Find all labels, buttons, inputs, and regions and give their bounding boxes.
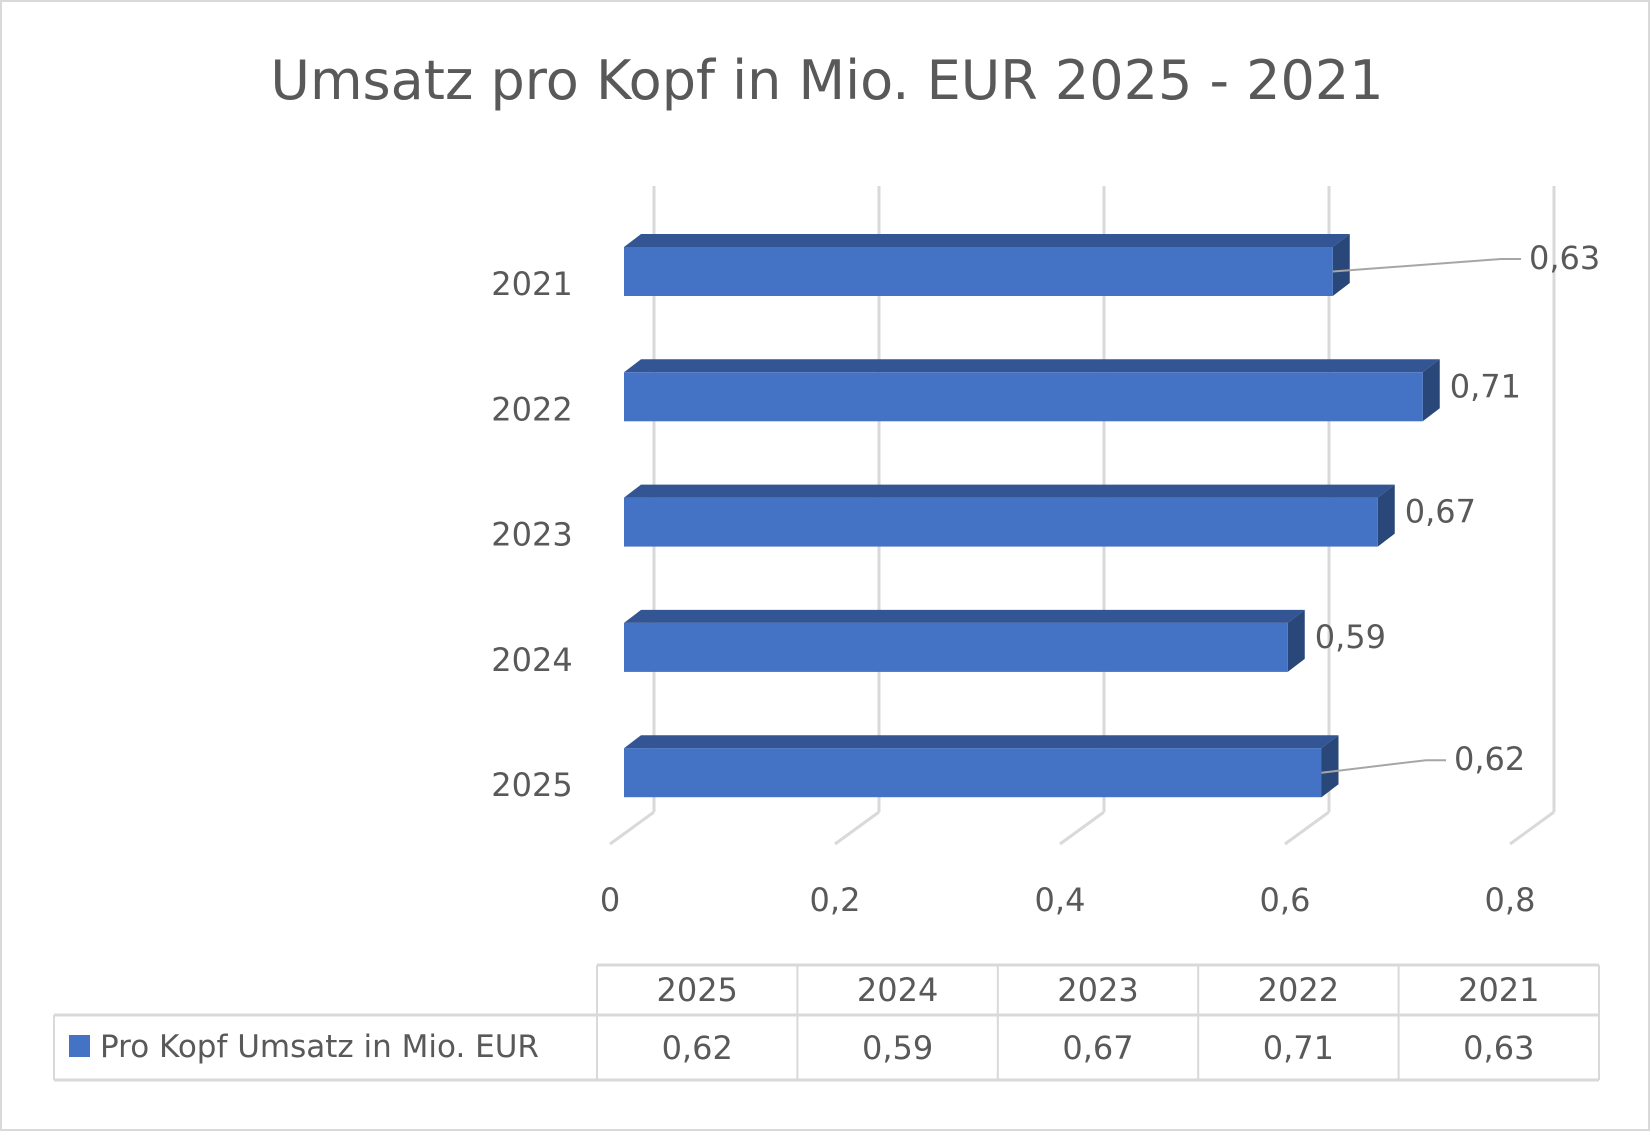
x-tick-label: 0,8 <box>1485 881 1536 919</box>
bar <box>624 622 1288 672</box>
bar-side-face <box>1287 609 1305 672</box>
data-label: 0,63 <box>1529 239 1600 277</box>
bar-top-face <box>624 359 1440 373</box>
table-value-cell: 0,71 <box>1263 1029 1334 1067</box>
x-tick-label: 0 <box>600 881 620 919</box>
table-header-cell: 2024 <box>857 971 938 1009</box>
table-header-cell: 2021 <box>1458 971 1539 1009</box>
table-row-label: Pro Kopf Umsatz in Mio. EUR <box>100 1029 539 1065</box>
table-value-cell: 0,67 <box>1062 1029 1133 1067</box>
bar-top-face <box>624 609 1305 623</box>
bar-top-face <box>624 735 1339 749</box>
data-label: 0,59 <box>1315 618 1386 656</box>
legend-key-icon <box>69 1035 90 1057</box>
bar-side-face <box>1422 359 1440 422</box>
y-category-label: 2021 <box>491 265 572 303</box>
x-tick-label: 0,4 <box>1035 881 1086 919</box>
y-category-label: 2025 <box>491 766 572 804</box>
table-value-cell: 0,63 <box>1463 1029 1534 1067</box>
bar-side-face <box>1321 735 1339 798</box>
y-category-label: 2023 <box>491 516 572 554</box>
bar <box>624 497 1378 547</box>
gridline-floor <box>834 810 880 846</box>
bar-side-face <box>1377 484 1395 547</box>
bar <box>624 247 1333 296</box>
chart-title: Umsatz pro Kopf in Mio. EUR 2025 - 2021 <box>270 49 1383 112</box>
bar-side-face <box>1332 234 1350 296</box>
x-tick-label: 0,2 <box>810 881 861 919</box>
bar-top-face <box>624 484 1395 498</box>
table-header-cell: 2023 <box>1057 971 1138 1009</box>
gridline-floor <box>1284 810 1330 846</box>
data-label: 0,62 <box>1454 740 1525 778</box>
gridline-floor <box>609 810 655 846</box>
data-label: 0,67 <box>1405 493 1476 531</box>
y-category-label: 2022 <box>491 390 572 428</box>
table-value-cell: 0,59 <box>862 1029 933 1067</box>
table-header-cell: 2025 <box>656 971 737 1009</box>
table-value-cell: 0,62 <box>662 1029 733 1067</box>
bar <box>624 372 1423 422</box>
table-header-cell: 2022 <box>1258 971 1339 1009</box>
bar-top-face <box>624 234 1350 247</box>
gridline-floor <box>1509 810 1555 846</box>
gridline-floor <box>1059 810 1105 846</box>
bar <box>624 748 1322 798</box>
data-label-leader-line <box>1332 258 1521 273</box>
y-category-label: 2024 <box>491 641 572 679</box>
data-label-leader-line <box>1321 759 1446 774</box>
x-tick-label: 0,6 <box>1260 881 1311 919</box>
data-label: 0,71 <box>1450 367 1521 405</box>
